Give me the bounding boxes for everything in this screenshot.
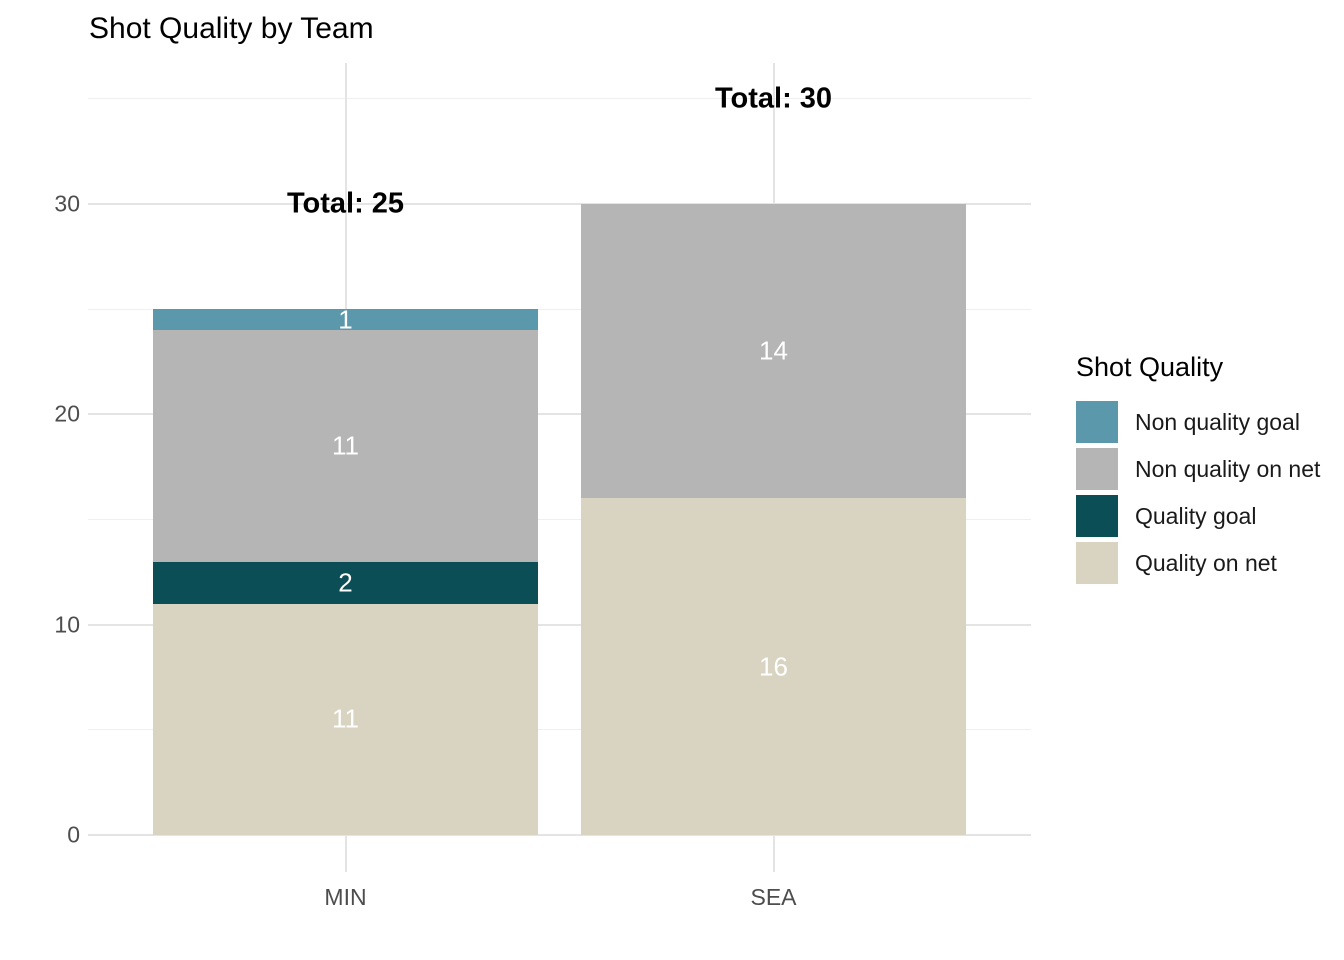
bar-sea-non-quality-on-net: 14 bbox=[581, 204, 966, 499]
legend-entry-quality-goal: Quality goal bbox=[1076, 495, 1320, 537]
legend-entries: Non quality goal Non quality on net Qualit… bbox=[1076, 401, 1320, 584]
legend-key-swatch bbox=[1076, 448, 1118, 490]
legend: Shot Quality Non quality goal Non quality… bbox=[1076, 352, 1320, 589]
legend-entry-quality-on-net: Quality on net bbox=[1076, 542, 1320, 584]
bar-min-non-quality-goal: 1 bbox=[153, 304, 538, 334]
legend-key-swatch bbox=[1076, 542, 1118, 584]
total-label: Total: 30 bbox=[714, 82, 833, 115]
legend-label: Quality on net bbox=[1135, 549, 1277, 576]
gridline-major bbox=[88, 834, 1031, 836]
legend-entry-non-quality-goal: Non quality goal bbox=[1076, 401, 1320, 443]
bar-value-label: 11 bbox=[332, 430, 359, 461]
x-tick-label-sea: SEA bbox=[750, 884, 797, 910]
plot-area: 11 2 11 1 16 14 Total: 25 Total: 30 bbox=[88, 63, 1031, 872]
x-tick-label-min: MIN bbox=[324, 884, 367, 910]
gridline-minor bbox=[88, 519, 1031, 520]
y-tick-label: 10 bbox=[54, 611, 80, 638]
y-tick-label: 20 bbox=[54, 400, 80, 427]
gridline-minor bbox=[88, 98, 1031, 100]
gridline-major bbox=[88, 623, 1031, 626]
bar-value-label: 14 bbox=[759, 335, 788, 366]
bar-value-label: 2 bbox=[338, 567, 353, 598]
y-tick-label: 30 bbox=[54, 190, 80, 217]
bar-value-label: 1 bbox=[338, 304, 353, 335]
total-label: Total: 25 bbox=[286, 187, 405, 220]
bar-min-quality-on-net: 11 bbox=[153, 603, 538, 835]
gridline-minor bbox=[88, 308, 1031, 310]
gridline-major bbox=[88, 203, 1031, 205]
legend-key-swatch bbox=[1076, 495, 1118, 537]
legend-label: Non quality goal bbox=[1135, 408, 1300, 435]
chart-title: Shot Quality by Team bbox=[89, 12, 374, 45]
bar-value-label: 11 bbox=[332, 703, 359, 734]
legend-label: Non quality on net bbox=[1135, 455, 1321, 482]
bar-min-non-quality-on-net: 11 bbox=[153, 330, 538, 562]
bar-value-label: 16 bbox=[759, 651, 788, 682]
legend-title: Shot Quality bbox=[1076, 352, 1224, 382]
gridline-major bbox=[88, 413, 1031, 416]
legend-entry-non-quality-on-net: Non quality on net bbox=[1076, 448, 1320, 490]
legend-label: Quality goal bbox=[1135, 502, 1257, 529]
gridline-minor bbox=[88, 729, 1031, 731]
legend-key-swatch bbox=[1076, 401, 1118, 443]
bar-min-quality-goal: 2 bbox=[153, 561, 538, 604]
y-tick-label: 0 bbox=[67, 821, 80, 848]
bar-sea-quality-on-net: 16 bbox=[581, 498, 966, 835]
